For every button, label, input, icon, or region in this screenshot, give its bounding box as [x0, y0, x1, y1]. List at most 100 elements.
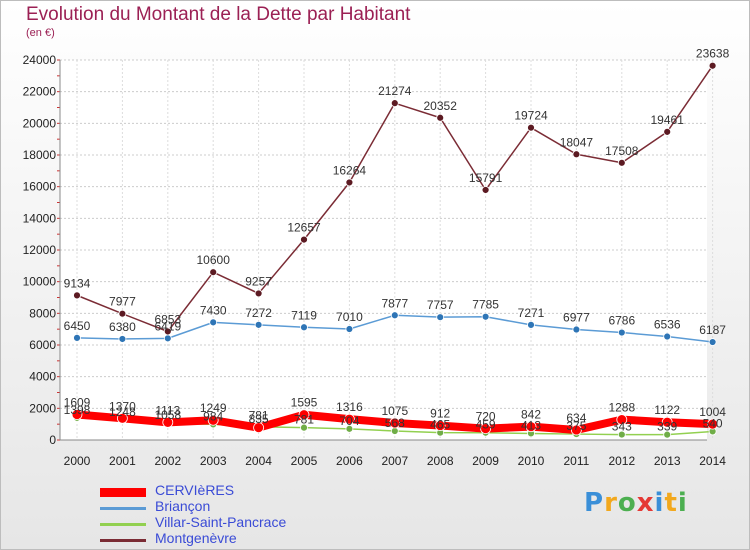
data-point — [254, 320, 263, 329]
data-label: 781 — [294, 413, 314, 427]
data-label: 18047 — [560, 135, 594, 149]
proxiti-logo: Proxiti — [584, 488, 688, 518]
y-tick-label: 10000 — [23, 275, 57, 289]
data-label: 375 — [566, 419, 586, 433]
data-label: 568 — [385, 416, 405, 430]
data-point — [661, 416, 673, 428]
data-label: 1122 — [654, 403, 680, 417]
data-label: 1595 — [291, 396, 318, 410]
data-label: 20352 — [424, 99, 458, 113]
data-label: 634 — [566, 411, 586, 425]
data-label: 7272 — [245, 306, 272, 320]
data-label: 7785 — [472, 298, 499, 312]
data-label: 835 — [249, 412, 269, 426]
data-point — [527, 123, 535, 132]
y-tick-label: 6000 — [29, 338, 56, 352]
data-point — [118, 309, 127, 318]
data-label: 16264 — [333, 163, 367, 177]
x-tick-label: 2003 — [200, 454, 227, 468]
data-label: 7757 — [427, 298, 454, 312]
data-label: 842 — [521, 408, 541, 422]
data-label: 1075 — [381, 404, 408, 418]
data-point — [617, 328, 626, 337]
data-label: 6380 — [109, 320, 136, 334]
data-point — [298, 409, 310, 421]
data-label: 1316 — [336, 400, 363, 414]
data-point — [663, 332, 672, 341]
data-point — [525, 421, 537, 433]
data-point — [209, 318, 218, 327]
data-label: 781 — [249, 409, 269, 423]
data-point — [707, 418, 718, 430]
data-label: 1004 — [699, 405, 726, 419]
data-label: 720 — [476, 410, 496, 424]
data-label: 413 — [521, 418, 541, 432]
data-point — [572, 325, 581, 334]
data-label: 704 — [339, 414, 359, 428]
data-label: 459 — [476, 418, 496, 432]
data-point — [708, 61, 717, 70]
data-label: 7977 — [109, 295, 136, 309]
y-tick-label: 24000 — [23, 53, 57, 67]
data-label: 7119 — [291, 308, 317, 322]
x-tick-label: 2012 — [608, 454, 635, 468]
data-point — [663, 430, 672, 439]
data-label: 1398 — [64, 403, 91, 417]
y-tick-label: 18000 — [23, 148, 57, 162]
data-point — [389, 417, 401, 429]
y-tick-label: 0 — [49, 433, 56, 447]
data-label: 23638 — [696, 47, 730, 61]
legend-item: Montgenèvre — [100, 530, 360, 548]
data-point — [434, 420, 446, 431]
x-tick-label: 2001 — [109, 454, 136, 468]
legend-label: CERVIèRES — [155, 482, 235, 498]
data-point — [436, 313, 445, 322]
data-label: 6853 — [154, 312, 181, 326]
legend-item: Briançon — [100, 498, 360, 516]
data-label: 984 — [203, 409, 223, 423]
data-point — [73, 291, 81, 300]
data-label: 7877 — [381, 296, 408, 310]
x-tick-label: 2009 — [472, 454, 499, 468]
y-tick-label: 12000 — [23, 243, 57, 257]
x-tick-label: 2002 — [154, 454, 181, 468]
data-point — [300, 323, 308, 332]
data-label: 21274 — [378, 84, 412, 98]
data-label: 465 — [430, 418, 450, 432]
legend-swatch — [100, 523, 146, 526]
y-tick-label: 22000 — [23, 85, 57, 99]
x-tick-label: 2006 — [336, 454, 363, 468]
data-label: 540 — [703, 416, 723, 430]
legend-label: Villar-Saint-Pancrace — [155, 514, 287, 530]
data-point — [345, 424, 354, 433]
data-label: 12657 — [287, 221, 321, 235]
x-tick-label: 2007 — [381, 454, 408, 468]
data-point — [345, 178, 354, 187]
legend: CERVIèRES Briançon Villar-Saint-Pancrace Mo… — [100, 482, 360, 548]
data-point — [343, 413, 355, 425]
data-point — [163, 334, 172, 343]
data-point — [390, 99, 399, 108]
chart-title: Evolution du Montant de la Dette par Hab… — [26, 4, 411, 25]
data-point — [71, 409, 83, 420]
legend-label: Briançon — [155, 498, 211, 514]
data-point — [209, 268, 218, 277]
data-point — [617, 430, 626, 439]
data-point — [436, 113, 445, 122]
data-point — [118, 335, 127, 343]
data-point — [254, 289, 263, 298]
data-label: 1113 — [155, 403, 180, 417]
data-point — [300, 235, 308, 244]
data-label: 7271 — [518, 306, 545, 320]
legend-swatch — [100, 488, 146, 497]
data-label: 17508 — [605, 144, 639, 158]
data-label: 1609 — [64, 396, 91, 410]
data-point — [390, 311, 399, 320]
data-label: 7010 — [336, 310, 363, 324]
data-label: 1288 — [608, 401, 635, 415]
y-tick-label: 8000 — [29, 306, 56, 320]
y-tick-label: 2000 — [29, 401, 56, 415]
y-tick-label: 20000 — [23, 116, 57, 130]
data-point — [527, 320, 535, 329]
data-label: 6977 — [563, 311, 590, 325]
